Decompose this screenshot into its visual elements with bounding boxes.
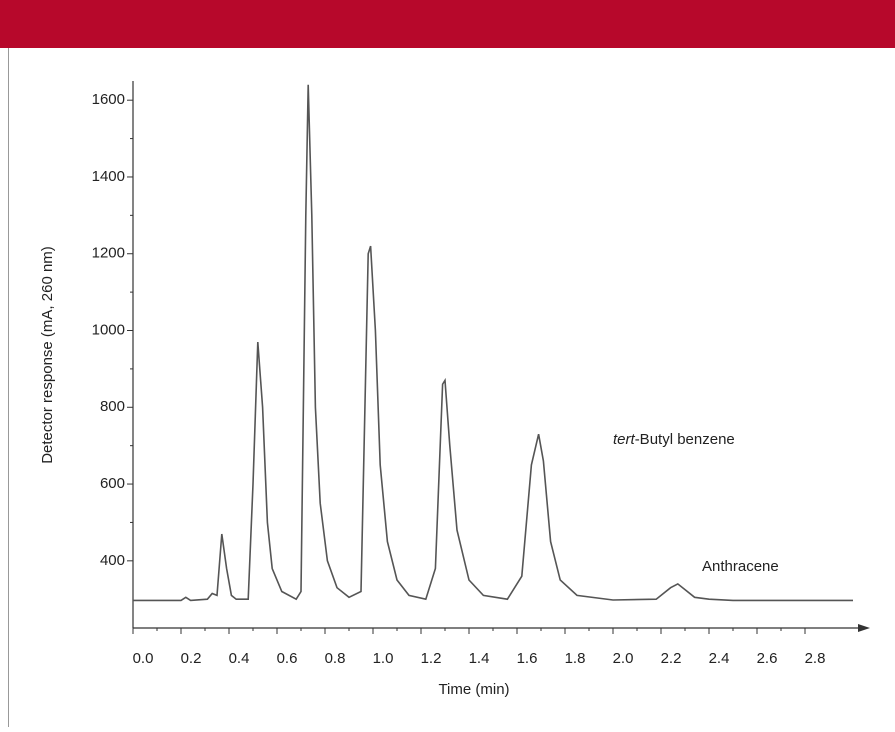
y-axis-title: Detector response (mA, 260 nm) [39,246,56,464]
y-tick-label: 1000 [92,321,125,338]
y-tick-label: 600 [100,475,125,492]
x-tick-label: 0.0 [133,650,154,667]
annotation: tert-Butyl benzene [613,431,735,448]
x-tick-label: 0.6 [277,650,298,667]
x-tick-label: 1.6 [517,650,538,667]
y-tick-label: 1200 [92,245,125,262]
x-tick-label: 1.0 [373,650,394,667]
x-axis-arrow [858,624,870,632]
header-bar [0,0,895,48]
x-axis-title: Time (min) [438,681,509,698]
annotation-text: -Butyl benzene [635,431,735,448]
annotation-italic: tert [613,431,636,448]
y-tick-label: 1600 [92,91,125,108]
chromatogram-line [133,84,853,602]
x-tick-label: 0.2 [181,650,202,667]
y-tick-label: 800 [100,398,125,415]
x-tick-label: 2.4 [709,650,730,667]
annotation: Anthracene [702,558,779,575]
x-tick-label: 2.6 [757,650,778,667]
x-tick-label: 2.0 [613,650,634,667]
y-tick-label: 1400 [92,168,125,185]
x-tick-label: 0.4 [229,650,250,667]
x-tick-label: 0.8 [325,650,346,667]
x-tick-label: 1.2 [421,650,442,667]
x-tick-label: 1.8 [565,650,586,667]
y-tick-label: 400 [100,552,125,569]
x-tick-label: 2.2 [661,650,682,667]
x-tick-label: 1.4 [469,650,490,667]
x-tick-label: 2.8 [805,650,826,667]
